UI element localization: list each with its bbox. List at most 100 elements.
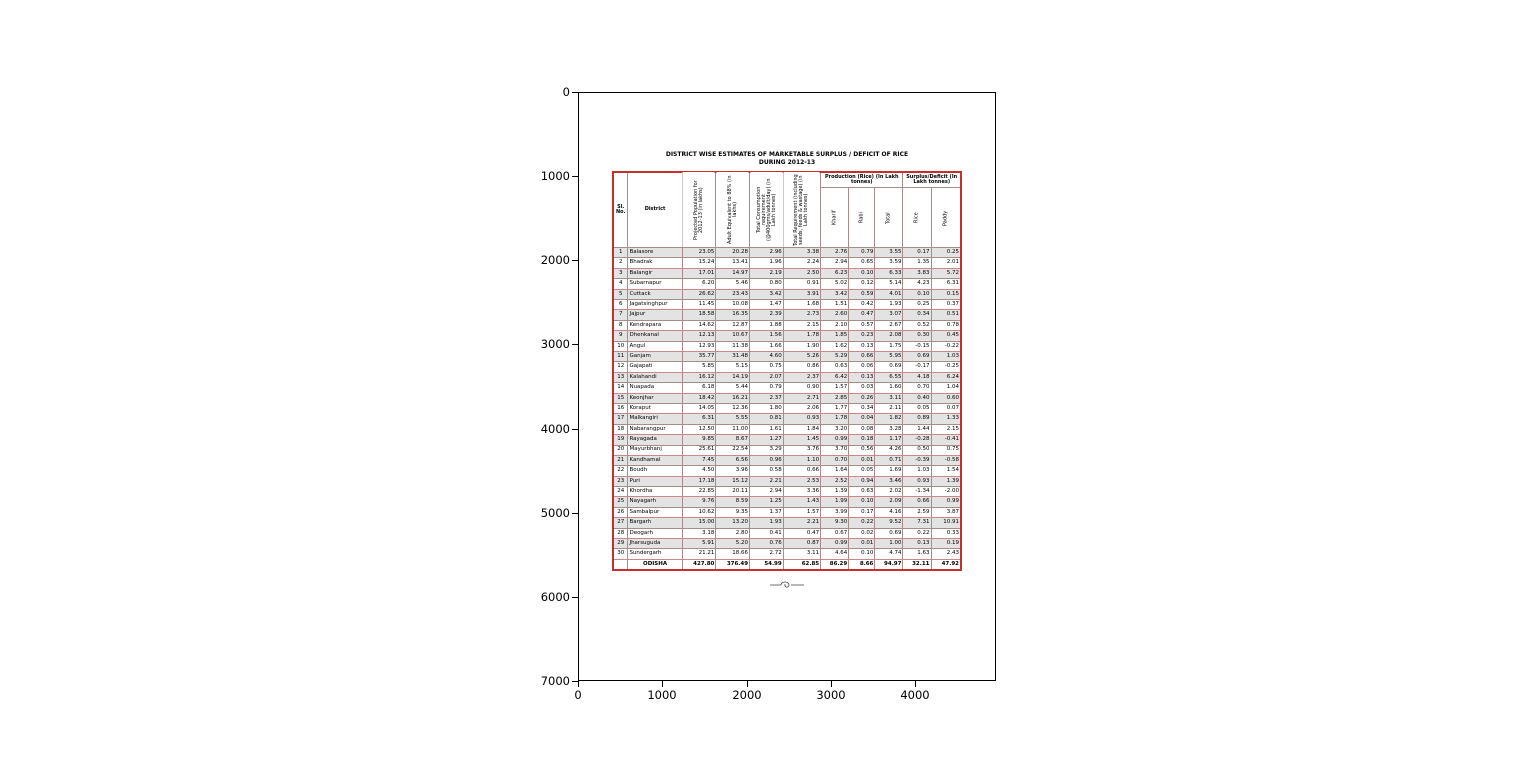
value-cell: 3.70 xyxy=(820,444,850,456)
value-cell: 0.93 xyxy=(902,475,932,488)
value-cell: 8.67 xyxy=(715,434,751,446)
value-cell: 0.45 xyxy=(930,330,962,342)
district-cell: Ganjam xyxy=(627,350,683,363)
value-cell: 0.69 xyxy=(902,350,932,363)
col-group-production: Production (Rice) (In Lakh tonnes) xyxy=(820,171,904,189)
value-cell: 1.69 xyxy=(874,465,904,477)
table-row: 7 Jajpur 18.58 16.35 2.39 2.73 2.60 0.47 3.07 0.3… xyxy=(612,309,962,321)
col-header-rice: Rice xyxy=(902,187,932,248)
table-row: 21 Kandhamal 7.45 6.56 0.96 1.10 0.70 0.01 0.71-… xyxy=(612,454,962,467)
value-cell: 1.25 xyxy=(749,496,784,508)
value-cell: 3.29 xyxy=(749,444,784,456)
value-cell: 1.44 xyxy=(902,423,932,436)
rice-surplus-table: Sl. No. District Projected Population fo… xyxy=(612,170,962,572)
table-row: 15 Keonjhar 18.42 16.21 2.37 2.71 2.85 0.26 3.11… xyxy=(612,392,962,404)
value-cell: 0.47 xyxy=(782,527,822,540)
value-cell: 6.31 xyxy=(681,413,717,425)
value-cell: 0.22 xyxy=(902,527,932,540)
district-cell: Bhadrak xyxy=(627,257,683,269)
y-tick-label: 7000 xyxy=(540,674,570,688)
value-cell: 25.61 xyxy=(681,444,717,456)
value-cell: 1.63 xyxy=(902,548,932,560)
value-cell: 0.86 xyxy=(782,361,822,373)
value-cell: 0.41 xyxy=(749,527,784,540)
value-cell: 3.18 xyxy=(681,527,717,540)
district-cell: Deogarh xyxy=(627,527,683,540)
value-cell: 86.29 xyxy=(820,558,850,571)
y-tick-mark xyxy=(572,597,578,598)
value-cell: 3.28 xyxy=(874,423,904,436)
value-cell: 2.19 xyxy=(749,267,784,280)
y-tick-label: 6000 xyxy=(540,590,570,604)
value-cell: 1.82 xyxy=(874,413,904,425)
value-cell: 0.05 xyxy=(848,465,876,477)
document-title-line1: DISTRICT WISE ESTIMATES OF MARKETABLE SU… xyxy=(665,151,909,158)
value-cell: 2.76 xyxy=(820,247,850,259)
value-cell: 17.18 xyxy=(681,475,717,488)
value-cell: 5.20 xyxy=(715,538,751,550)
value-cell: 15 xyxy=(612,392,629,404)
value-cell: 54.99 xyxy=(749,558,784,571)
value-cell: 1.78 xyxy=(820,413,850,425)
value-cell: 0.96 xyxy=(749,454,784,467)
value-cell: 11 xyxy=(612,350,629,363)
value-cell: 5.72 xyxy=(930,267,962,280)
value-cell: 0.08 xyxy=(848,423,876,436)
value-cell: 2.24 xyxy=(782,257,822,269)
value-cell: 9.52 xyxy=(874,517,904,529)
value-cell: 1.43 xyxy=(782,496,822,508)
value-cell: 14.19 xyxy=(715,371,751,384)
value-cell: 4.18 xyxy=(902,371,932,384)
value-cell: 6.31 xyxy=(930,278,962,290)
table-row: 29 Jharsuguda 5.91 5.20 0.76 0.87 0.99 0.01 1.00… xyxy=(612,538,962,550)
x-tick-label: 2000 xyxy=(732,688,762,702)
value-cell: 13.41 xyxy=(715,257,751,269)
y-tick-mark xyxy=(572,429,578,430)
value-cell: 0.07 xyxy=(930,402,962,415)
value-cell: 2.06 xyxy=(782,402,822,415)
value-cell: 3.11 xyxy=(782,548,822,560)
document-title: DISTRICT WISE ESTIMATES OF MARKETABLE SU… xyxy=(612,151,962,167)
value-cell: 0.63 xyxy=(848,486,876,498)
table-row: 20 Mayurbhanj 25.61 22.54 3.29 3.76 3.70 0.56 4.… xyxy=(612,444,962,456)
value-cell: 0.56 xyxy=(848,444,876,456)
value-cell: 0.33 xyxy=(930,527,962,540)
value-cell: 14.97 xyxy=(715,267,751,280)
value-cell: 21 xyxy=(612,454,629,467)
col-header-sl-no: Sl. No. xyxy=(612,171,629,249)
value-cell: 1.66 xyxy=(749,340,784,353)
value-cell: 0.89 xyxy=(902,413,932,425)
value-cell: 2.11 xyxy=(874,402,904,415)
value-cell: 11.45 xyxy=(681,299,717,311)
district-cell: Kendrapara xyxy=(627,319,683,332)
value-cell: 5.26 xyxy=(782,350,822,363)
district-cell: Boudh xyxy=(627,465,683,477)
value-cell: 1.00 xyxy=(874,538,904,550)
district-cell: Subarnapur xyxy=(627,278,683,290)
value-cell: 19 xyxy=(612,434,629,446)
value-cell: 0.25 xyxy=(902,299,932,311)
value-cell: 0.63 xyxy=(820,361,850,373)
value-cell: 1.77 xyxy=(820,402,850,415)
district-cell: Sundergarh xyxy=(627,548,683,560)
value-cell: 0.93 xyxy=(782,413,822,425)
value-cell: 0.18 xyxy=(848,434,876,446)
value-cell: 2.09 xyxy=(874,496,904,508)
y-tick-label: 5000 xyxy=(540,506,570,520)
value-cell: 7.31 xyxy=(902,517,932,529)
value-cell: 17.01 xyxy=(681,267,717,280)
value-cell: 2.08 xyxy=(874,330,904,342)
value-cell: 16.21 xyxy=(715,392,751,404)
district-cell: Puri xyxy=(627,475,683,488)
value-cell: 0.75 xyxy=(749,361,784,373)
value-cell: 10 xyxy=(612,340,629,353)
value-cell: 20.28 xyxy=(715,247,751,259)
value-cell: 21.21 xyxy=(681,548,717,560)
value-cell: -2.00 xyxy=(930,486,962,498)
value-cell: 3 xyxy=(612,267,629,280)
value-cell: -0.25 xyxy=(930,361,962,373)
value-cell: 6.24 xyxy=(930,371,962,384)
value-cell: 1.75 xyxy=(874,340,904,353)
y-tick-mark xyxy=(572,92,578,93)
value-cell: 4.60 xyxy=(749,350,784,363)
